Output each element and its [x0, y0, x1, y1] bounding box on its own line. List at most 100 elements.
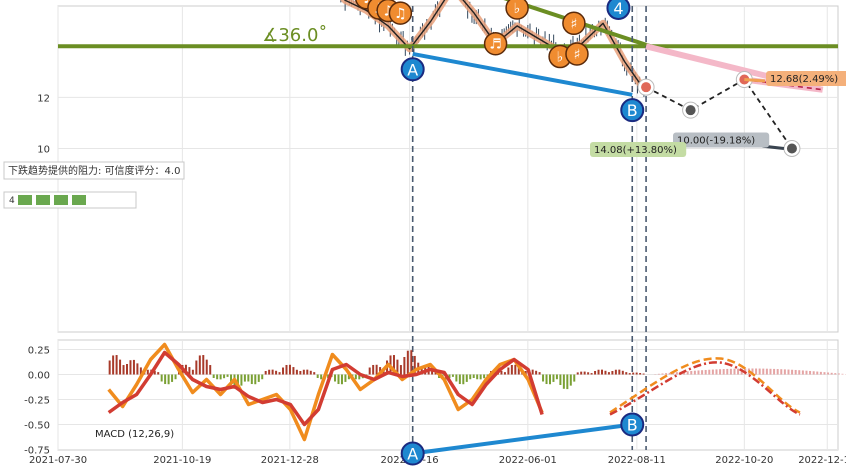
macd-bar: [209, 365, 212, 375]
macd-bar: [635, 372, 638, 375]
macd-bar: [261, 374, 264, 380]
macd-bar-projected: [668, 372, 671, 375]
macd-bar: [243, 374, 246, 382]
macd-divergence-label: A: [407, 445, 418, 464]
macd-bar-projected: [704, 369, 707, 375]
macd-y-tick-label: -0.50: [24, 421, 50, 432]
macd-bar: [458, 374, 461, 385]
note-glyph: ♬: [489, 37, 502, 53]
macd-bar: [164, 374, 167, 385]
macd-bar: [392, 355, 395, 375]
macd-bar: [583, 371, 586, 375]
macd-bar: [597, 369, 600, 375]
macd-bar: [226, 374, 229, 377]
target-label-resistance: 14.08(+13.80%): [594, 145, 677, 156]
macd-bar-projected: [783, 369, 786, 375]
macd-bar-projected: [812, 371, 815, 375]
note-marker: [483, 31, 508, 56]
macd-y-tick-label: -0.25: [24, 396, 50, 407]
macd-bar: [146, 369, 149, 375]
macd-bar: [292, 367, 295, 375]
macd-bar: [503, 372, 506, 375]
note-glyph: ♯: [571, 16, 578, 32]
macd-bar: [524, 371, 527, 375]
rating-star: [54, 195, 68, 205]
price-y-tick-label: 12: [37, 93, 50, 104]
macd-bar-projected: [830, 372, 833, 375]
macd-bar: [451, 374, 454, 377]
macd-bar: [340, 374, 343, 385]
macd-bar: [122, 365, 125, 375]
macd-bar: [136, 363, 139, 375]
macd-bar-projected: [823, 372, 826, 375]
macd-bar-projected: [661, 373, 664, 375]
macd-bar: [132, 359, 135, 375]
x-tick-label: 2022-08-11: [608, 455, 666, 466]
macd-bar-projected: [816, 371, 819, 375]
angle-label: ∡36.0˚: [262, 25, 327, 46]
note-glyph: ♭: [557, 50, 564, 66]
macd-bar-projected: [794, 369, 797, 375]
macd-bar-projected: [665, 373, 668, 375]
macd-bar: [327, 374, 330, 379]
macd-bar-projected: [693, 370, 696, 375]
macd-bar: [535, 370, 538, 375]
macd-bar: [639, 373, 642, 375]
x-tick-label: 2021-12-28: [261, 455, 319, 466]
macd-bar: [198, 355, 201, 375]
macd-bar: [354, 374, 357, 380]
macd-bar-projected: [801, 370, 804, 375]
macd-bar: [295, 369, 298, 375]
macd-bar: [202, 355, 205, 375]
macd-bar: [223, 374, 226, 379]
macd-bar: [347, 374, 350, 380]
forecast-node: [685, 105, 696, 116]
macd-bar-projected: [726, 368, 729, 375]
macd-bar: [174, 374, 177, 380]
macd-bar-projected: [711, 369, 714, 375]
macd-bar: [320, 374, 323, 380]
rating-star: [36, 195, 50, 205]
target-label-resistance-box: [590, 142, 687, 157]
macd-label: MACD (12,26,9): [95, 429, 174, 440]
swing-marker: [400, 57, 425, 82]
resistance-label: 下跌趋势提供的阻力: 可信度评分：4.0: [8, 164, 180, 177]
macd-bar-projected: [780, 369, 783, 375]
macd-bar-projected: [762, 368, 765, 375]
macd-bar: [632, 372, 635, 375]
macd-bar: [545, 374, 548, 385]
swing-label: 4: [613, 0, 623, 18]
macd-bar: [576, 372, 579, 375]
macd-bar-projected: [701, 370, 704, 375]
swing-label: A: [407, 60, 418, 79]
macd-bar: [555, 374, 558, 380]
macd-bar-projected: [675, 372, 678, 375]
macd-bar-projected: [769, 368, 772, 375]
macd-bar-projected: [798, 370, 801, 375]
macd-bar-projected: [715, 369, 718, 375]
macd-bar-projected: [805, 370, 808, 375]
target-label-up-box: [766, 71, 846, 87]
macd-bar: [476, 374, 479, 380]
macd-bar: [309, 370, 312, 375]
macd-bar: [514, 364, 517, 375]
macd-bar: [358, 374, 361, 380]
macd-bar: [399, 365, 402, 375]
swing-marker: [606, 0, 631, 20]
macd-bar: [191, 369, 194, 375]
macd-divergence-marker: [620, 412, 645, 437]
note-glyph: ♪: [384, 4, 393, 20]
macd-bar: [167, 374, 170, 385]
macd-bar: [268, 369, 271, 375]
macd-bar-projected: [690, 370, 693, 375]
macd-bar: [236, 374, 239, 390]
macd-bar: [240, 374, 243, 386]
macd-divergence-marker: [400, 441, 425, 466]
macd-y-tick-label: 0.25: [28, 346, 50, 357]
macd-bar-projected: [787, 369, 790, 375]
macd-bar: [285, 364, 288, 375]
macd-bar-projected: [686, 371, 689, 375]
macd-bar: [413, 355, 416, 375]
